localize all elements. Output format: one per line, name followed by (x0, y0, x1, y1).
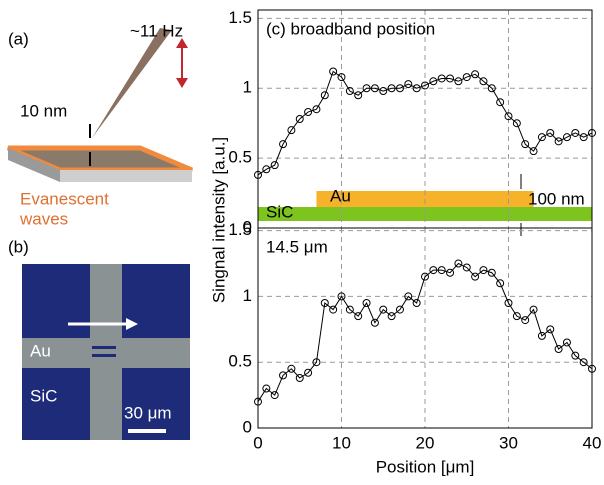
slit (92, 354, 116, 357)
y-axis-label: Singnal intensity [a.u.] (209, 137, 228, 303)
scale-label: 30 μm (124, 403, 172, 422)
au-label: Au (330, 186, 351, 205)
slit (92, 346, 116, 349)
y-tick-label: 0 (243, 417, 252, 436)
waves-label: Evanescent (20, 189, 109, 208)
y-tick-label: 1 (243, 78, 252, 97)
au-label: Au (30, 341, 51, 360)
sic-label: SiC (266, 202, 293, 221)
x-axis-label: Position [μm] (376, 457, 475, 476)
x-tick-label: 20 (416, 433, 435, 452)
waves-label: waves (19, 209, 68, 228)
figure: (a) ~11 Hz 10 nm Evanescent waves (b) Au… (0, 0, 604, 485)
tip (92, 28, 172, 138)
panel-label: (b) (8, 237, 29, 256)
frequency-label: ~11 Hz (130, 21, 183, 40)
x-tick-label: 10 (332, 433, 351, 452)
y-tick-label: 1.5 (228, 220, 252, 239)
sample-front (60, 170, 192, 182)
x-tick-label: 0 (253, 433, 262, 452)
x-tick-label: 30 (499, 433, 518, 452)
x-tick-label: 40 (583, 433, 602, 452)
arrowhead (176, 78, 188, 88)
chart-title: 14.5 μm (266, 237, 328, 256)
y-tick-label: 1.5 (228, 8, 252, 27)
chart-title: (c) broadband position (266, 19, 435, 38)
y-tick-label: 0.5 (228, 148, 252, 167)
gap-label: 10 nm (20, 101, 67, 120)
y-tick-label: 1 (243, 286, 252, 305)
y-tick-label: 0.5 (228, 352, 252, 371)
thickness-label: 100 nm (528, 189, 585, 208)
scale-bar (128, 429, 166, 433)
panel-label: (a) (8, 29, 29, 48)
sic-label: SiC (30, 386, 57, 405)
